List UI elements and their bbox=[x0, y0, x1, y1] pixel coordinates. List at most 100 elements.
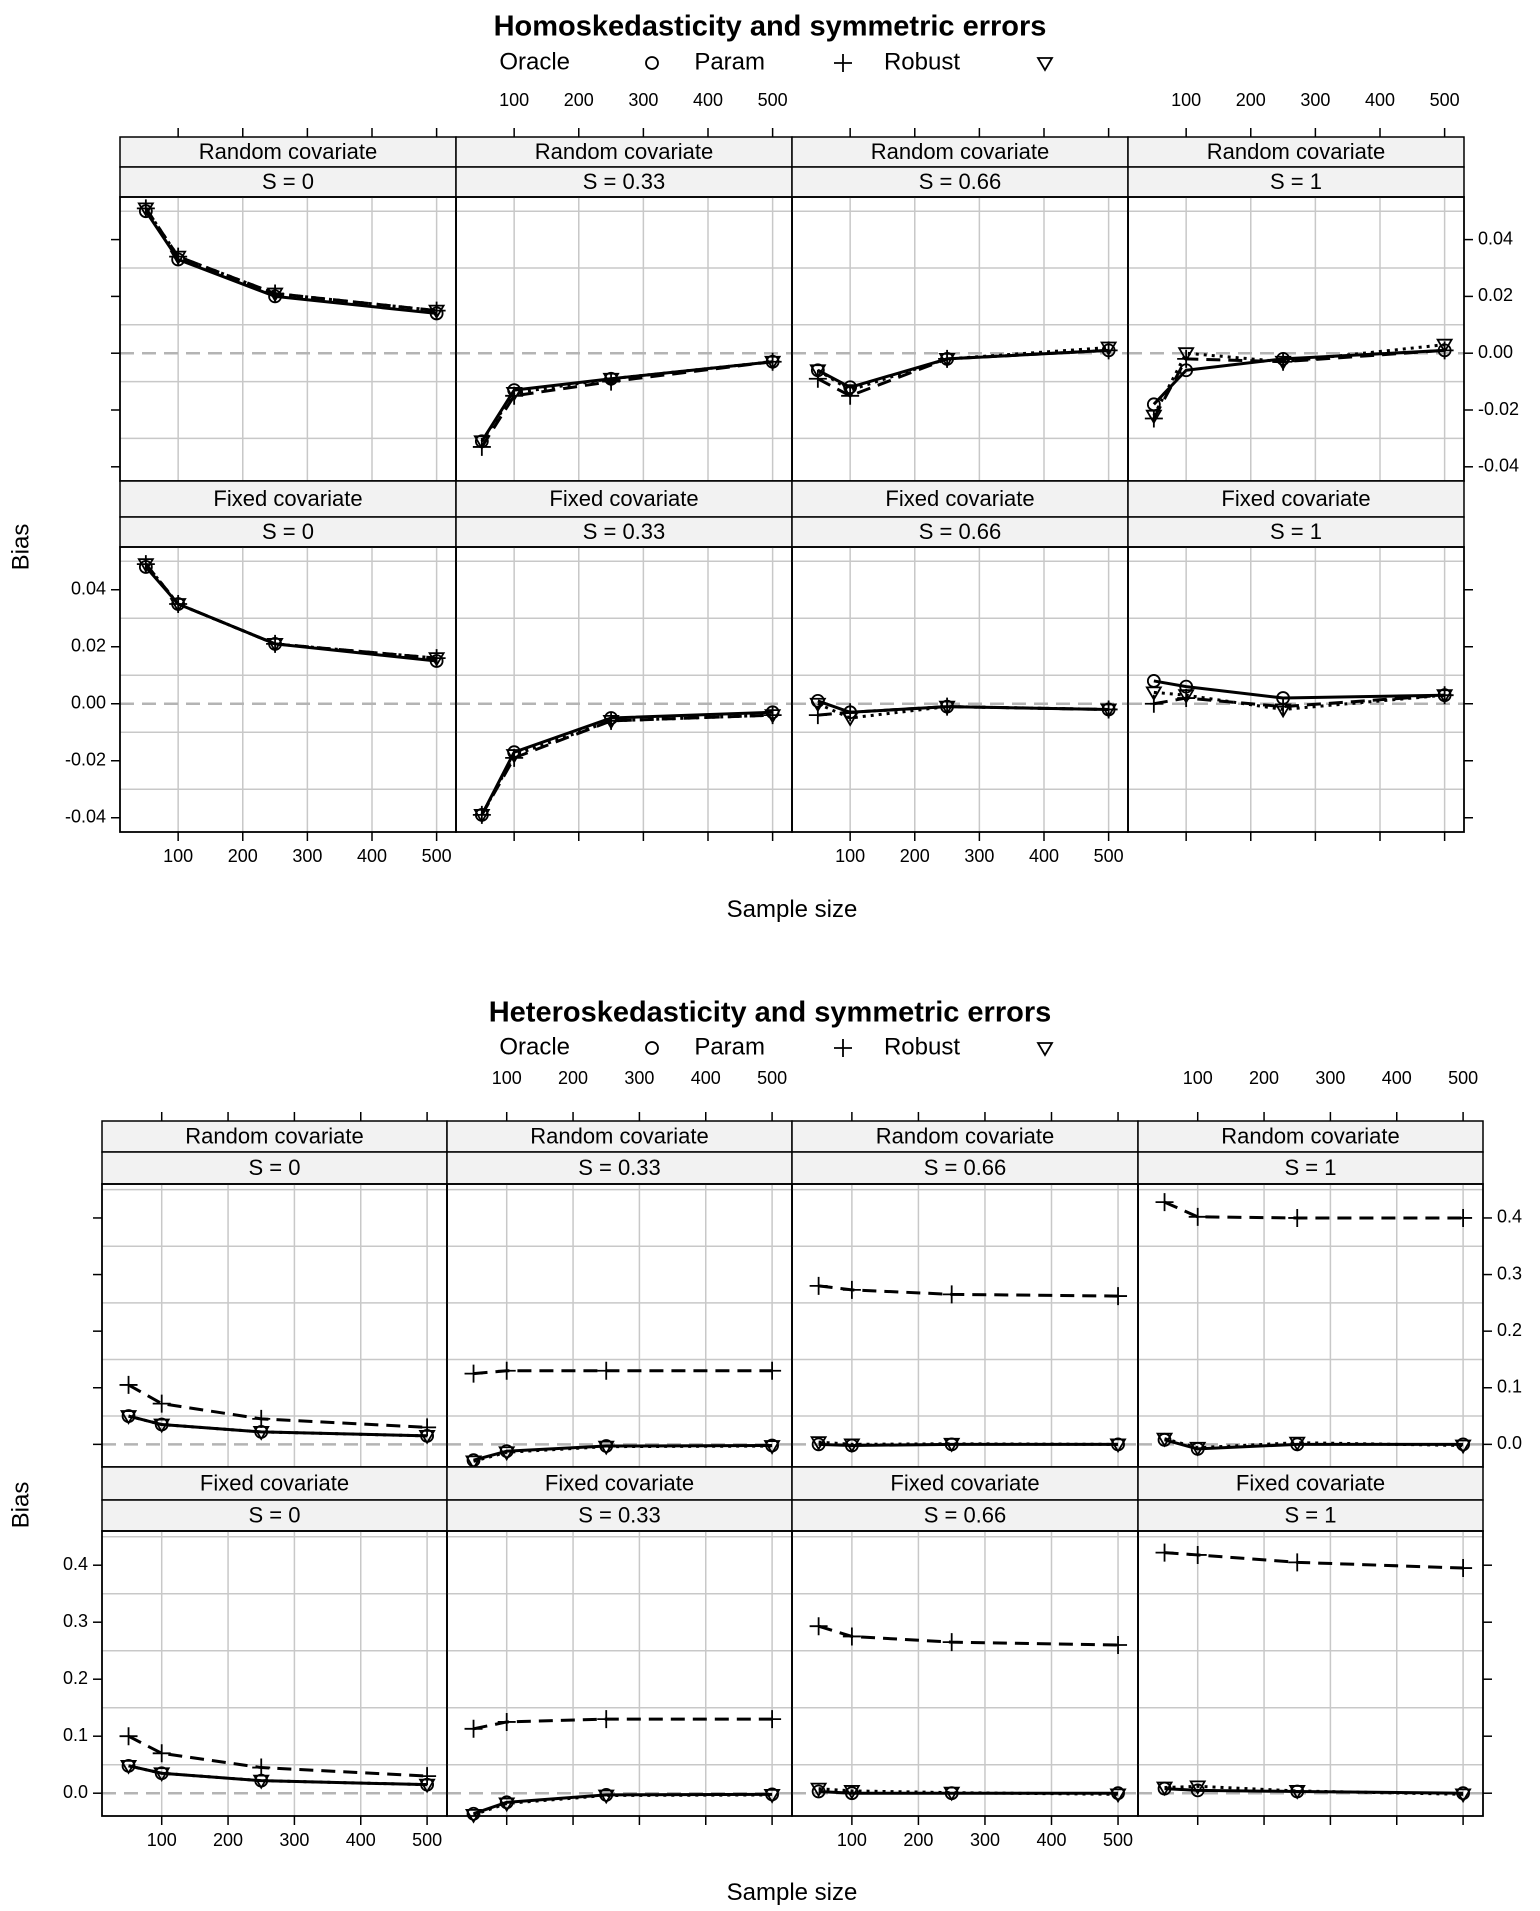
x-tick-label-top: 400 bbox=[691, 1068, 721, 1088]
data-point-robust bbox=[602, 714, 620, 730]
x-tick-label: 400 bbox=[346, 1830, 376, 1850]
legend-label: Robust bbox=[884, 1033, 960, 1060]
strip-covariate bbox=[1137, 1466, 1484, 1501]
y-axis-title: Bias bbox=[7, 524, 34, 571]
y-tick-label-right: -0.04 bbox=[1478, 456, 1519, 476]
data-point-param bbox=[842, 1627, 861, 1646]
strip-s bbox=[1137, 1151, 1484, 1185]
strip-s bbox=[101, 1499, 448, 1532]
strip-covariate bbox=[101, 1120, 448, 1153]
x-tick-label-top: 400 bbox=[693, 90, 723, 110]
data-point-robust bbox=[764, 355, 782, 371]
data-point-robust bbox=[505, 749, 523, 764]
strip-s-label: S = 0.66 bbox=[919, 519, 1002, 544]
data-point-robust bbox=[1145, 686, 1163, 702]
data-point-param bbox=[809, 1276, 828, 1295]
strip-s-label: S = 0 bbox=[249, 1155, 301, 1180]
y-tick-label: 0.04 bbox=[71, 579, 106, 599]
panel-border bbox=[791, 1183, 1139, 1468]
legend-label: Robust bbox=[884, 48, 960, 75]
series-line-robust bbox=[1153, 690, 1445, 711]
series-line-robust bbox=[817, 702, 1109, 720]
legend-label: Param bbox=[694, 48, 765, 75]
series-line-param bbox=[818, 1624, 1119, 1647]
strip-s bbox=[119, 166, 457, 198]
data-point-param bbox=[1144, 694, 1163, 713]
panel-r1-c4: Random covariate S = 1 100 200 300 400 500 0.0 0… bbox=[1137, 1068, 1522, 1468]
data-point-robust bbox=[763, 1789, 781, 1804]
series-line-oracle bbox=[473, 1792, 773, 1816]
data-point-oracle bbox=[1190, 1783, 1205, 1798]
data-point-param bbox=[1177, 689, 1196, 708]
panel-r1-c1: Random covariate S = 0 bbox=[111, 128, 457, 482]
x-tick-label-top: 200 bbox=[1249, 1068, 1279, 1088]
data-point-param bbox=[1188, 1545, 1207, 1564]
series-line-robust bbox=[1164, 1784, 1464, 1796]
legend-marker-robust bbox=[1036, 1042, 1054, 1057]
chart-1: Homoskedasticity and symmetric errors Ora… bbox=[7, 11, 1519, 923]
panel-border bbox=[446, 1530, 793, 1817]
data-point-robust bbox=[1145, 409, 1163, 425]
data-point-param bbox=[602, 372, 621, 391]
series-line-param bbox=[1153, 693, 1445, 709]
legend-marker-oracle bbox=[645, 56, 659, 70]
x-tick-label: 500 bbox=[422, 846, 452, 866]
panel-r1-c3: Random covariate S = 0.66 bbox=[791, 128, 1129, 482]
strip-covariate-label: Random covariate bbox=[876, 1123, 1055, 1148]
legend-label: Param bbox=[694, 1033, 765, 1060]
x-tick-label-top: 400 bbox=[1382, 1068, 1412, 1088]
x-tick-label-top: 500 bbox=[1430, 90, 1460, 110]
x-tick-label-top: 100 bbox=[1171, 90, 1201, 110]
series-line-robust bbox=[144, 563, 437, 660]
y-tick-label: 0.02 bbox=[71, 636, 106, 656]
data-point-param bbox=[597, 1710, 616, 1729]
series-line-oracle bbox=[818, 1789, 1119, 1795]
strip-covariate bbox=[1127, 480, 1465, 518]
data-point-param bbox=[1454, 1208, 1473, 1227]
strip-s-label: S = 0.66 bbox=[924, 1155, 1007, 1180]
data-point-param bbox=[808, 706, 827, 725]
data-point-robust bbox=[602, 372, 620, 388]
data-point-robust bbox=[1109, 1438, 1127, 1454]
series-line-param bbox=[127, 1383, 428, 1429]
data-point-robust bbox=[266, 287, 284, 303]
series-line-param bbox=[473, 1369, 773, 1376]
data-point-param bbox=[1454, 1559, 1473, 1578]
chart-title: Heteroskedasticity and symmetric errors bbox=[489, 997, 1052, 1029]
strip-s-label: S = 0.66 bbox=[919, 169, 1002, 194]
data-point-robust bbox=[1100, 703, 1118, 719]
series-line-param bbox=[127, 1734, 428, 1778]
strip-covariate-label: Fixed covariate bbox=[213, 486, 362, 511]
series-line-robust bbox=[473, 1444, 773, 1463]
strip-covariate-label: Random covariate bbox=[199, 139, 378, 164]
strip-s-label: S = 1 bbox=[1270, 169, 1322, 194]
x-tick-label: 300 bbox=[279, 1830, 309, 1850]
strip-s-label: S = 0 bbox=[249, 1502, 301, 1527]
strip-covariate-label: Random covariate bbox=[1221, 1123, 1400, 1148]
x-tick-label: 300 bbox=[964, 846, 994, 866]
data-point-robust bbox=[473, 809, 491, 824]
data-point-robust bbox=[1274, 355, 1292, 371]
data-point-robust bbox=[1155, 1432, 1174, 1448]
series-line-robust bbox=[818, 1440, 1119, 1446]
data-point-robust bbox=[1274, 703, 1292, 719]
strip-covariate-label: Fixed covariate bbox=[890, 1470, 1039, 1495]
data-point-robust bbox=[1288, 1436, 1306, 1452]
series-line-oracle bbox=[818, 1442, 1119, 1447]
data-point-param bbox=[597, 1361, 616, 1380]
x-tick-label: 300 bbox=[970, 1830, 1000, 1850]
data-point-robust bbox=[1436, 338, 1454, 354]
data-point-robust bbox=[1189, 1441, 1207, 1457]
x-tick-label: 200 bbox=[903, 1830, 933, 1850]
x-tick-label-top: 300 bbox=[624, 1068, 654, 1088]
series-line-param bbox=[1164, 1551, 1464, 1570]
series-line-robust bbox=[128, 1414, 428, 1438]
series-line-robust bbox=[480, 713, 773, 816]
data-point-robust bbox=[1189, 1780, 1207, 1796]
strip-s-label: S = 0 bbox=[262, 519, 314, 544]
data-point-param bbox=[1288, 1553, 1307, 1572]
legend-marker-robust bbox=[1036, 57, 1054, 72]
chart-2: Heteroskedasticity and symmetric errors O… bbox=[7, 997, 1522, 1906]
x-tick-label: 100 bbox=[163, 846, 193, 866]
